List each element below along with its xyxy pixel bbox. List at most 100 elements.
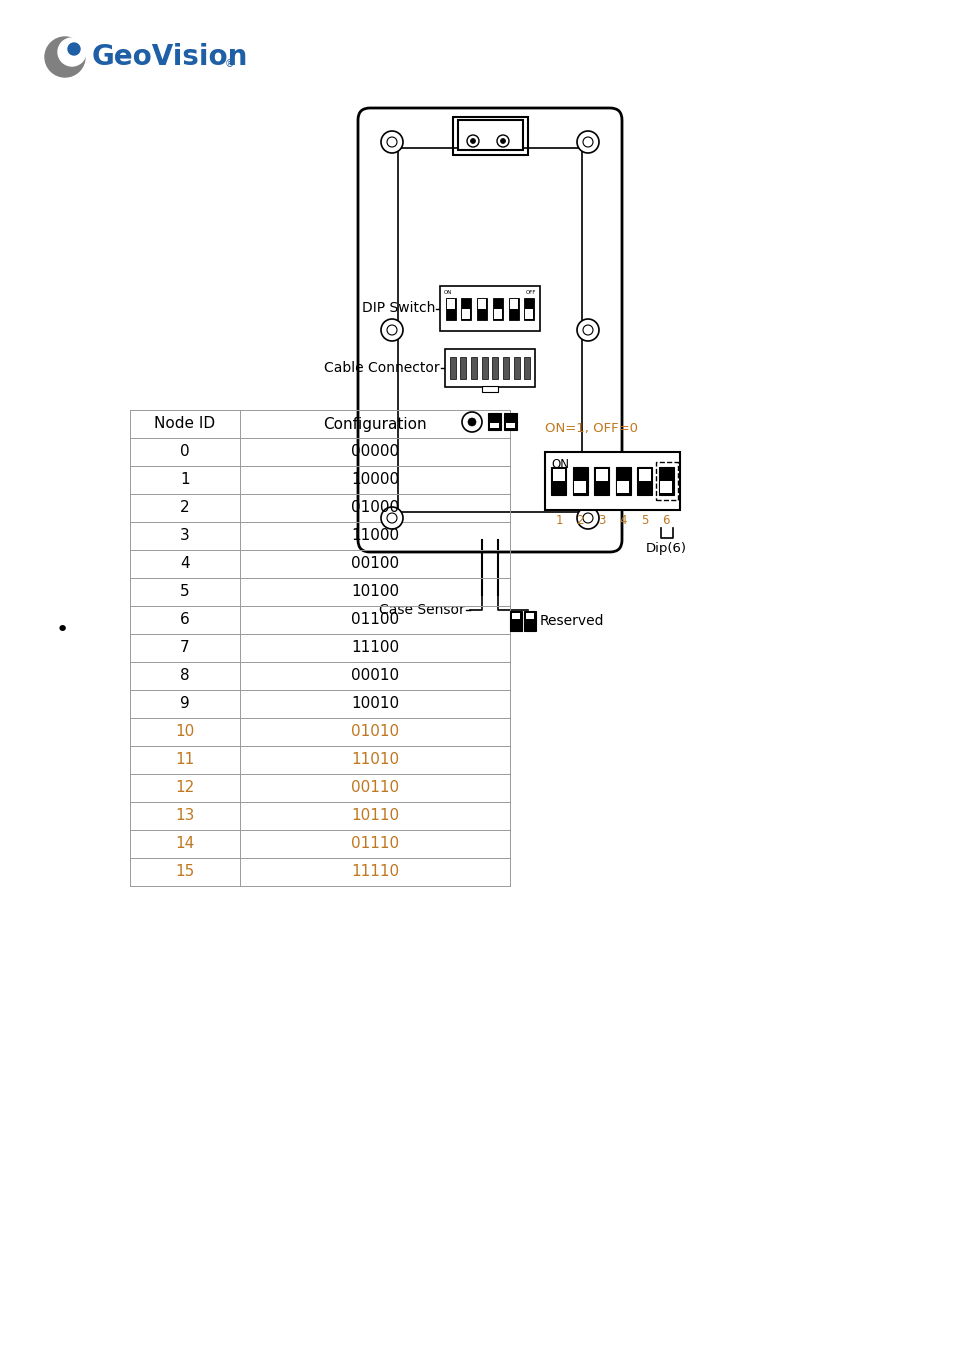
- Bar: [659, 481, 671, 493]
- Text: DIP Switch: DIP Switch: [361, 301, 435, 316]
- Text: 00000: 00000: [351, 444, 398, 459]
- Circle shape: [500, 139, 505, 143]
- Bar: [596, 468, 607, 481]
- Bar: [488, 413, 500, 431]
- Circle shape: [387, 325, 396, 335]
- Text: Reserved: Reserved: [539, 614, 604, 628]
- Bar: [544, 452, 679, 510]
- Bar: [449, 356, 456, 379]
- Text: 7: 7: [180, 640, 190, 656]
- Text: 01110: 01110: [351, 837, 398, 852]
- Text: 10: 10: [175, 725, 194, 740]
- Bar: [494, 309, 501, 319]
- Circle shape: [470, 139, 475, 143]
- Circle shape: [582, 513, 593, 522]
- Text: 4: 4: [618, 514, 626, 526]
- Bar: [481, 386, 497, 391]
- Text: 5: 5: [180, 585, 190, 599]
- Bar: [524, 356, 530, 379]
- Bar: [490, 423, 498, 428]
- Bar: [572, 467, 587, 495]
- Bar: [594, 467, 609, 495]
- Bar: [513, 356, 519, 379]
- Circle shape: [577, 131, 598, 153]
- Circle shape: [461, 412, 481, 432]
- Text: 11010: 11010: [351, 752, 398, 768]
- Text: GeoVision: GeoVision: [91, 43, 248, 72]
- Bar: [523, 612, 536, 630]
- Text: Dip(6): Dip(6): [645, 541, 686, 555]
- Text: OFF: OFF: [525, 290, 536, 296]
- Circle shape: [467, 135, 478, 147]
- Text: 01000: 01000: [351, 501, 398, 516]
- Bar: [525, 613, 534, 620]
- Bar: [444, 350, 535, 387]
- Text: ®: ®: [225, 59, 234, 69]
- Text: 0: 0: [180, 444, 190, 459]
- Circle shape: [582, 325, 593, 335]
- Bar: [460, 356, 466, 379]
- Bar: [637, 467, 652, 495]
- Text: 9: 9: [180, 697, 190, 711]
- Bar: [617, 481, 629, 493]
- Bar: [439, 286, 539, 331]
- Bar: [445, 297, 456, 320]
- Circle shape: [387, 136, 396, 147]
- Text: 11110: 11110: [351, 864, 398, 879]
- Bar: [503, 413, 517, 431]
- Text: 1: 1: [180, 472, 190, 487]
- Bar: [492, 356, 497, 379]
- Circle shape: [497, 135, 509, 147]
- Bar: [493, 297, 502, 320]
- Text: 00010: 00010: [351, 668, 398, 683]
- Bar: [508, 297, 518, 320]
- Circle shape: [380, 131, 402, 153]
- Text: 11000: 11000: [351, 528, 398, 544]
- Bar: [615, 467, 630, 495]
- Text: ON: ON: [551, 458, 568, 471]
- Text: 2: 2: [576, 514, 583, 526]
- Text: 10110: 10110: [351, 809, 398, 824]
- Text: 15: 15: [175, 864, 194, 879]
- FancyBboxPatch shape: [357, 108, 621, 552]
- Text: •: •: [55, 620, 69, 640]
- Bar: [477, 298, 486, 309]
- Circle shape: [68, 43, 80, 55]
- Circle shape: [577, 508, 598, 529]
- Circle shape: [582, 136, 593, 147]
- Text: 11100: 11100: [351, 640, 398, 656]
- Bar: [481, 356, 487, 379]
- Text: 00110: 00110: [351, 780, 398, 795]
- Bar: [655, 462, 677, 500]
- Circle shape: [387, 513, 396, 522]
- Bar: [574, 481, 586, 493]
- Text: 13: 13: [175, 809, 194, 824]
- Circle shape: [58, 38, 86, 66]
- Bar: [461, 297, 471, 320]
- Bar: [553, 468, 564, 481]
- Text: 3: 3: [598, 514, 605, 526]
- Bar: [524, 297, 534, 320]
- Bar: [397, 148, 581, 512]
- Text: ON=1, OFF=0: ON=1, OFF=0: [544, 423, 638, 435]
- Bar: [471, 356, 476, 379]
- Text: 01010: 01010: [351, 725, 398, 740]
- Circle shape: [380, 508, 402, 529]
- Bar: [505, 423, 515, 428]
- Bar: [638, 468, 650, 481]
- Text: Configuration: Configuration: [323, 417, 426, 432]
- Bar: [457, 120, 522, 150]
- Text: 6: 6: [180, 613, 190, 628]
- Text: 1: 1: [555, 514, 562, 526]
- Circle shape: [468, 418, 476, 427]
- Text: 3: 3: [180, 528, 190, 544]
- Text: 4: 4: [180, 556, 190, 571]
- Text: 10100: 10100: [351, 585, 398, 599]
- Text: 10010: 10010: [351, 697, 398, 711]
- Text: 11: 11: [175, 752, 194, 768]
- Text: 01100: 01100: [351, 613, 398, 628]
- Text: Case Sensor: Case Sensor: [379, 603, 464, 617]
- Bar: [551, 467, 566, 495]
- Text: 8: 8: [180, 668, 190, 683]
- Bar: [502, 356, 509, 379]
